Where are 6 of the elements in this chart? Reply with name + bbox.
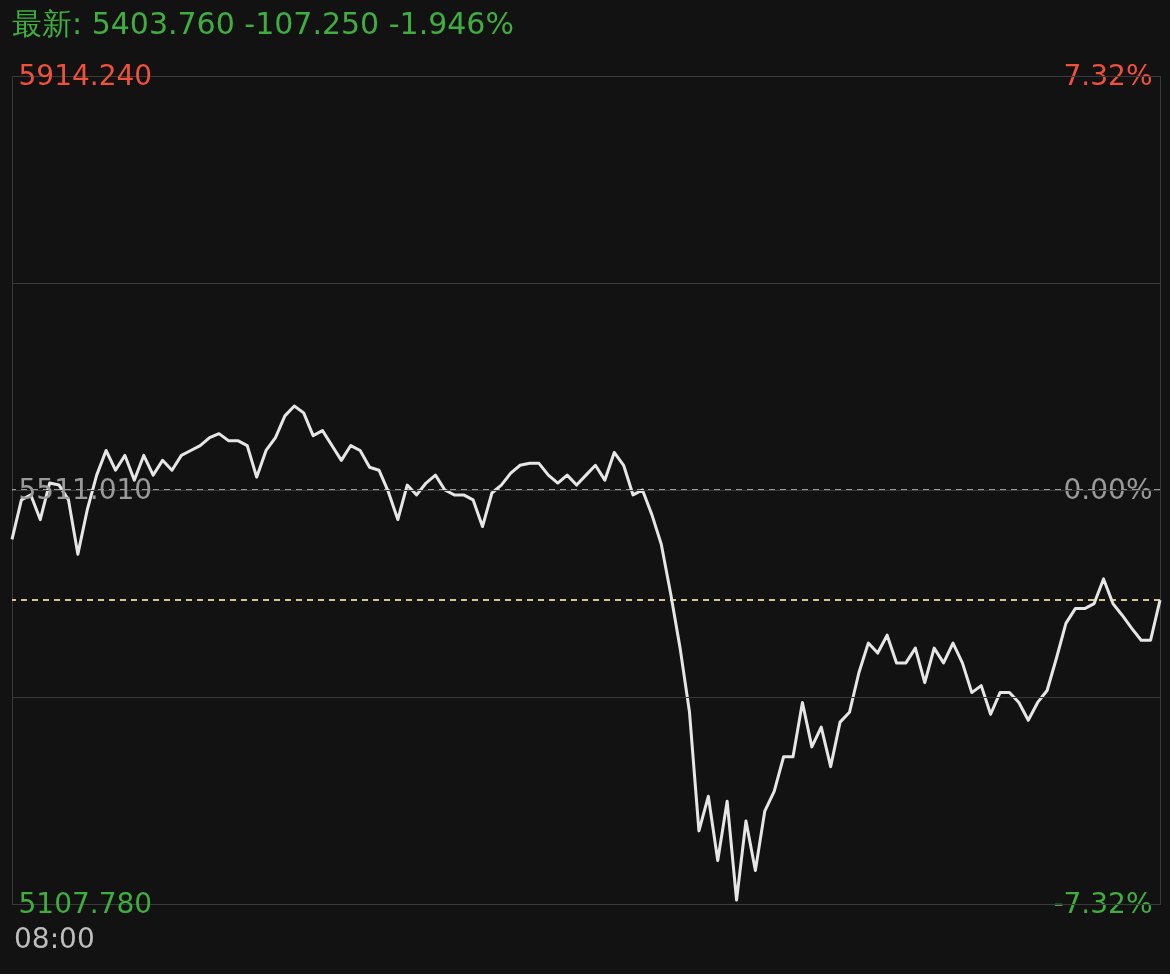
y2-tick-label: -7.32% [1053, 886, 1153, 920]
y-tick-label: 5914.240 [18, 58, 153, 92]
y2-tick-label: 7.32% [1063, 58, 1153, 92]
y-tick-label: 5107.780 [18, 886, 153, 920]
text: 08:00 [14, 922, 95, 955]
chart-title: 最新: 5403.760 -107.250 -1.946% [12, 6, 514, 41]
